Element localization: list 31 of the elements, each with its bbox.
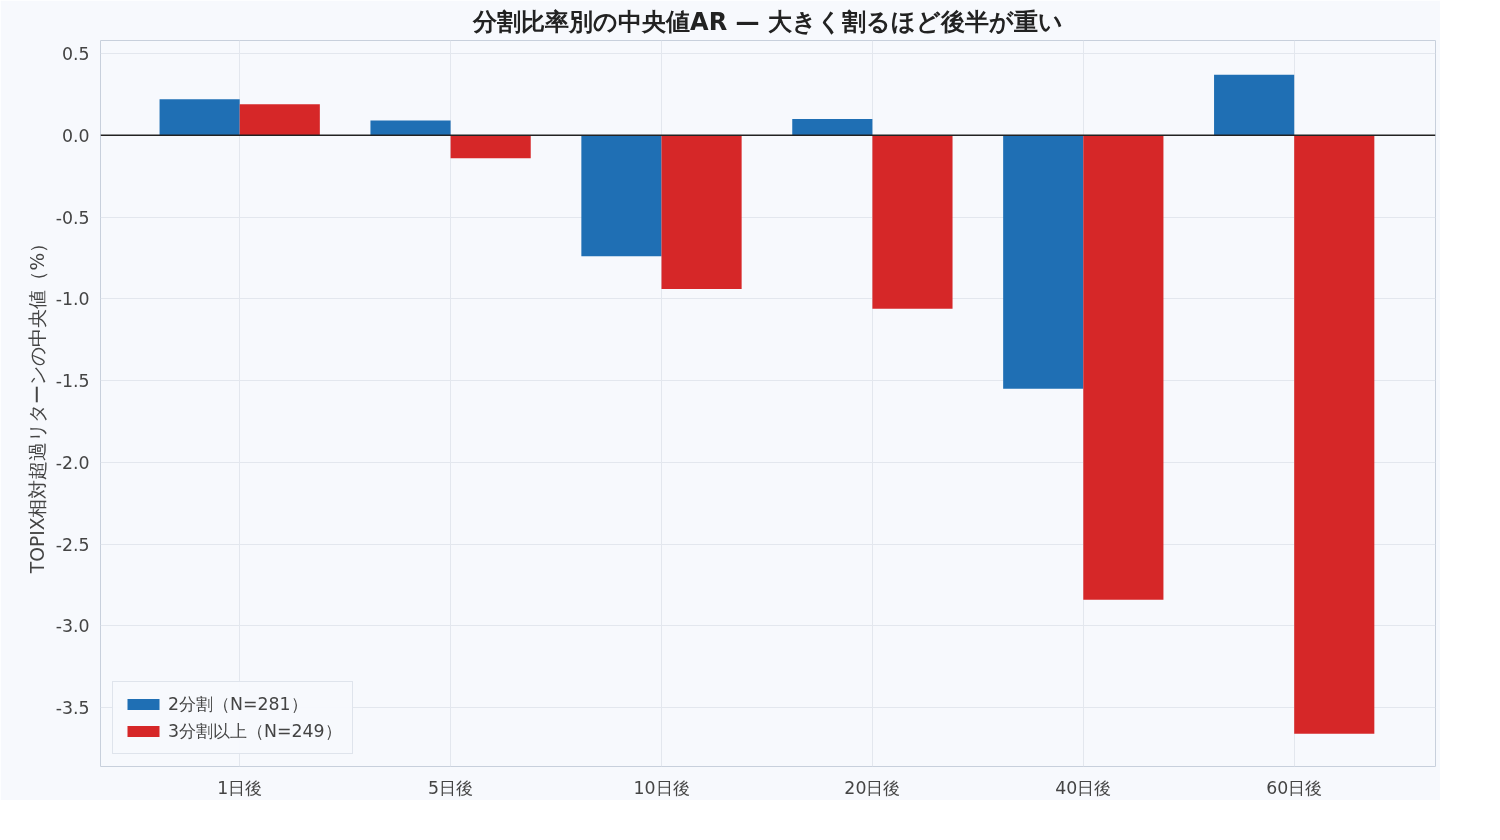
bar (1294, 135, 1375, 734)
y-tick-label: -2.5 (55, 534, 90, 555)
bar (159, 99, 240, 136)
bar (450, 135, 531, 159)
chart-title: 分割比率別の中央値AR — 大きく割るほど後半が重い (472, 7, 1063, 36)
legend-label: 3分割以上（N=249） (168, 720, 342, 743)
bar (792, 118, 873, 136)
y-tick-label: -2.0 (55, 452, 90, 473)
bar (1083, 135, 1164, 600)
x-tick-label: 60日後 (1266, 777, 1323, 798)
y-tick-label: -0.5 (55, 207, 90, 228)
bar (1214, 74, 1295, 136)
y-axis-title: TOPIX相対超過リターンの中央値（%） (26, 233, 48, 575)
y-tick-label: -1.5 (55, 371, 90, 392)
x-tick-label: 20日後 (844, 777, 901, 798)
bar (581, 135, 662, 257)
x-tick-label: 1日後 (217, 777, 263, 798)
x-tick-label: 10日後 (633, 777, 690, 798)
x-tick-label: 5日後 (428, 777, 474, 798)
bar (1003, 135, 1084, 389)
y-tick-label: -3.5 (55, 698, 90, 719)
y-tick-label: -3.0 (55, 616, 90, 637)
x-tick-label: 40日後 (1055, 777, 1112, 798)
legend-label: 2分割（N=281） (168, 693, 308, 716)
bar (370, 120, 451, 136)
bar (872, 135, 953, 309)
bar (239, 104, 320, 136)
y-tick-label: 0.0 (61, 125, 90, 146)
bar (661, 135, 742, 290)
y-tick-label: 0.5 (61, 44, 90, 65)
y-tick-label: -1.0 (55, 289, 90, 310)
